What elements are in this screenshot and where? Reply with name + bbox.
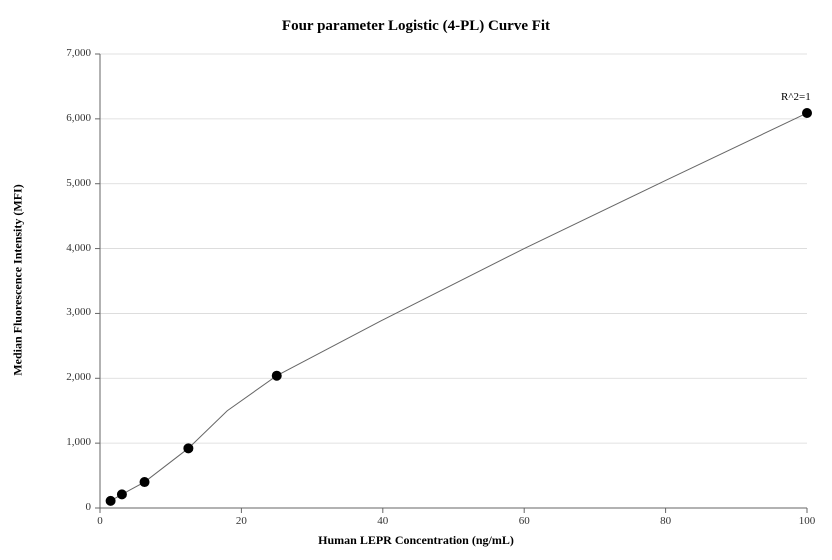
r-squared-annotation: R^2=1: [781, 91, 811, 103]
x-tick-label: 100: [799, 515, 816, 527]
y-tick-label: 5,000: [37, 177, 91, 189]
x-tick-label: 80: [660, 515, 671, 527]
y-tick-label: 0: [37, 501, 91, 513]
x-tick-label: 60: [519, 515, 530, 527]
x-tick-label: 40: [377, 515, 388, 527]
x-tick-label: 0: [97, 515, 103, 527]
y-tick-label: 7,000: [37, 47, 91, 59]
y-tick-label: 6,000: [37, 112, 91, 124]
chart-container: Four parameter Logistic (4-PL) Curve Fit…: [0, 0, 832, 560]
data-point-marker: [272, 371, 281, 380]
data-point-marker: [140, 478, 149, 487]
y-tick-label: 1,000: [37, 436, 91, 448]
data-point-marker: [117, 490, 126, 499]
y-tick-label: 3,000: [37, 306, 91, 318]
data-point-marker: [184, 444, 193, 453]
data-point-marker: [803, 109, 812, 118]
plot-svg: [0, 0, 832, 560]
data-point-marker: [106, 496, 115, 505]
x-tick-label: 20: [236, 515, 247, 527]
y-tick-label: 4,000: [37, 242, 91, 254]
y-tick-label: 2,000: [37, 371, 91, 383]
fit-curve: [111, 113, 807, 501]
